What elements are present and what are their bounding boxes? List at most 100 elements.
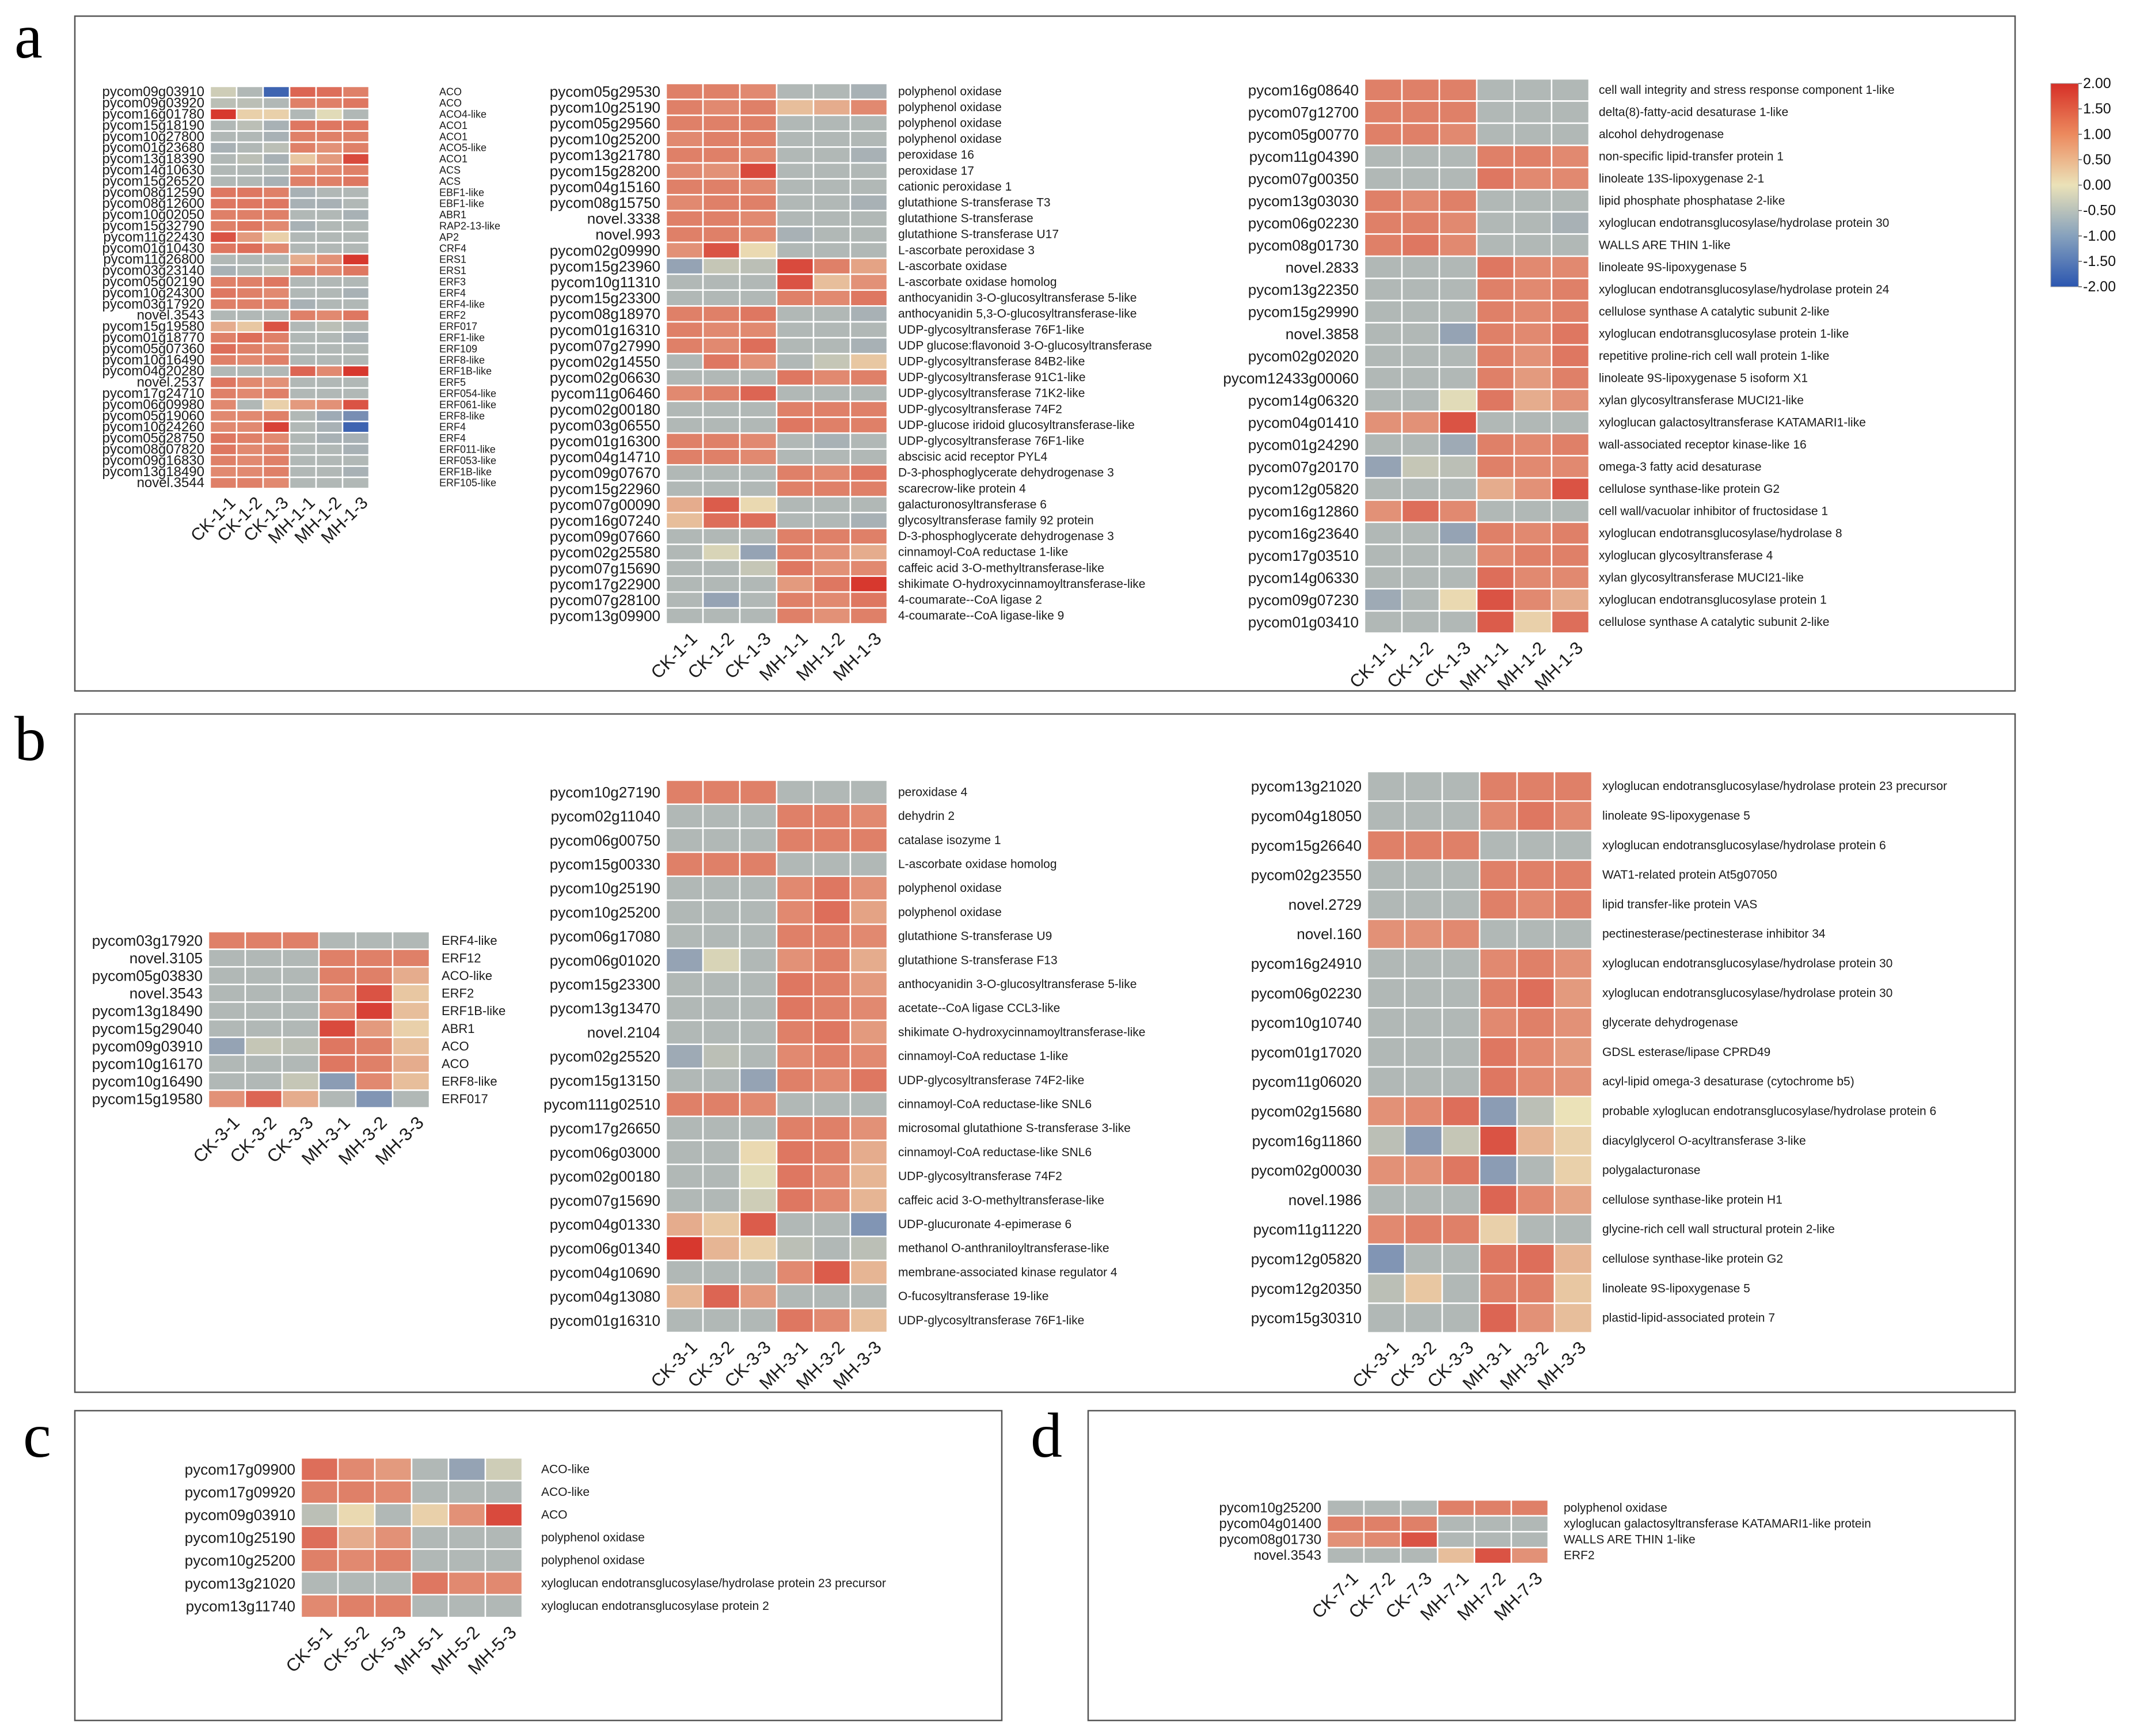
heatmap-cell <box>1401 521 1441 545</box>
heatmap-cell <box>702 527 741 545</box>
gene-annotation-label: diacylglycerol O-acyltransferase 3-like <box>1602 1134 1806 1148</box>
heatmap-cell <box>341 364 370 378</box>
heatmap-cell <box>341 242 370 255</box>
gene-id-label: pycom10g24300 <box>102 285 204 301</box>
gene-annotation-label: plastid-lipid-associated protein 7 <box>1602 1312 1775 1325</box>
heatmap-cell <box>1550 78 1590 102</box>
heatmap-cell <box>1513 544 1553 568</box>
heatmap-cell <box>315 476 344 489</box>
heatmap-cell <box>1550 499 1590 523</box>
heatmap-cell <box>776 193 815 212</box>
heatmap-cell <box>341 443 370 456</box>
heatmap-cell <box>262 186 291 199</box>
gene-id-label: pycom09g03910 <box>92 1038 203 1055</box>
heatmap-cell <box>1553 800 1593 831</box>
heatmap-cell <box>209 409 238 423</box>
heatmap-cell <box>739 496 778 514</box>
heatmap-cell <box>209 454 238 467</box>
heatmap-cell <box>288 476 317 489</box>
heatmap-cell <box>812 1068 852 1093</box>
gene-annotation-label: ACO <box>439 97 462 109</box>
gene-annotation-label: scarecrow-like protein 4 <box>898 482 1026 495</box>
gene-annotation-label: anthocyanidin 3-O-glucosyltransferase 5-… <box>898 291 1137 305</box>
gene-id-label: pycom11g06020 <box>1252 1073 1362 1091</box>
gene-id-label: novel.3105 <box>130 949 203 967</box>
heatmap-cell <box>1513 78 1553 102</box>
gene-id-label: pycom10g16170 <box>92 1055 203 1073</box>
heatmap-cell <box>849 146 888 164</box>
heatmap-cell <box>849 162 888 180</box>
heatmap-cell <box>262 342 291 355</box>
heatmap-cell <box>262 208 291 222</box>
gene-id-label: pycom12g05820 <box>1251 1250 1362 1267</box>
gene-id-label: pycom02g11040 <box>551 808 660 825</box>
panel-letter-b: b <box>14 704 46 774</box>
heatmap-cell <box>1401 499 1441 523</box>
heatmap-cell <box>702 400 741 418</box>
heatmap-cell <box>244 1072 283 1091</box>
heatmap-cell <box>776 851 815 878</box>
heatmap-cell <box>776 1115 815 1141</box>
heatmap-cell <box>262 398 291 411</box>
gene-id-label: novel.160 <box>1297 925 1362 943</box>
heatmap-cell <box>665 1283 704 1309</box>
heatmap-cell <box>739 923 778 949</box>
gene-annotation-label: xyloglucan endotransglucosylase/hydrolas… <box>1599 216 1889 230</box>
gene-annotation-label: ERF061-like <box>439 399 496 411</box>
heatmap-cell <box>849 1043 888 1069</box>
heatmap-cell <box>244 948 283 968</box>
heatmap-cell <box>665 996 704 1021</box>
heatmap-cell <box>849 1308 888 1334</box>
heatmap-cell <box>739 305 778 323</box>
heatmap-cell <box>392 1019 431 1038</box>
heatmap-cell <box>1401 189 1441 213</box>
gene-id-label: pycom01g03410 <box>1248 613 1359 630</box>
heatmap-cell <box>849 1068 888 1093</box>
heatmap-cell <box>315 97 344 110</box>
gene-annotation-label: ABR1 <box>442 1021 474 1036</box>
gene-id-label: pycom01g16310 <box>550 321 660 339</box>
heatmap-cell <box>315 409 344 423</box>
heatmap-cell <box>665 947 704 973</box>
heatmap-cell <box>776 400 815 418</box>
heatmap-cell <box>1363 255 1403 279</box>
heatmap-cell <box>1553 1066 1593 1097</box>
heatmap-cell <box>1401 278 1441 302</box>
heatmap-cell <box>1363 122 1403 146</box>
heatmap-cell <box>1404 977 1443 1009</box>
panel-letter-d: d <box>1031 1400 1062 1471</box>
heatmap-cell <box>1553 948 1593 979</box>
gene-id-label: pycom04g20280 <box>102 363 204 379</box>
heatmap-cell <box>702 1115 741 1141</box>
heatmap-cell <box>1404 1302 1443 1334</box>
heatmap-cell <box>1513 344 1553 368</box>
gene-annotation-label: dehydrin 2 <box>898 810 955 823</box>
gene-id-label: pycom17g09900 <box>185 1461 295 1478</box>
heatmap-cell <box>209 164 238 177</box>
gene-id-label: pycom16g11860 <box>1252 1132 1362 1149</box>
gene-id-label: pycom16g08640 <box>1248 81 1359 98</box>
heatmap-cell <box>235 354 264 367</box>
heatmap-cell <box>1473 1499 1512 1517</box>
heatmap-cell <box>281 930 320 950</box>
heatmap-cell <box>739 289 778 307</box>
gene-id-label: pycom07g00090 <box>550 496 660 513</box>
heatmap-cell <box>665 1043 704 1069</box>
heatmap-cell <box>209 387 238 400</box>
heatmap-cell <box>1366 1066 1406 1097</box>
heatmap-cell <box>1473 1530 1512 1549</box>
heatmap-cell <box>702 464 741 482</box>
heatmap-cell <box>209 354 238 367</box>
heatmap-cell <box>776 162 815 180</box>
gene-id-label: pycom08g18970 <box>550 305 660 322</box>
gene-id-label: pycom15g19580 <box>102 319 204 335</box>
heatmap-cell <box>849 1259 888 1285</box>
gene-id-label: pycom16g23640 <box>1248 525 1359 542</box>
heatmap-cell <box>341 219 370 233</box>
heatmap-cell <box>1366 1036 1406 1068</box>
heatmap-cell <box>209 119 238 132</box>
heatmap-cell <box>776 1068 815 1093</box>
heatmap-cell <box>1553 888 1593 920</box>
heatmap-cell <box>315 264 344 278</box>
gene-annotation-label: glutathione S-transferase U9 <box>898 930 1052 943</box>
